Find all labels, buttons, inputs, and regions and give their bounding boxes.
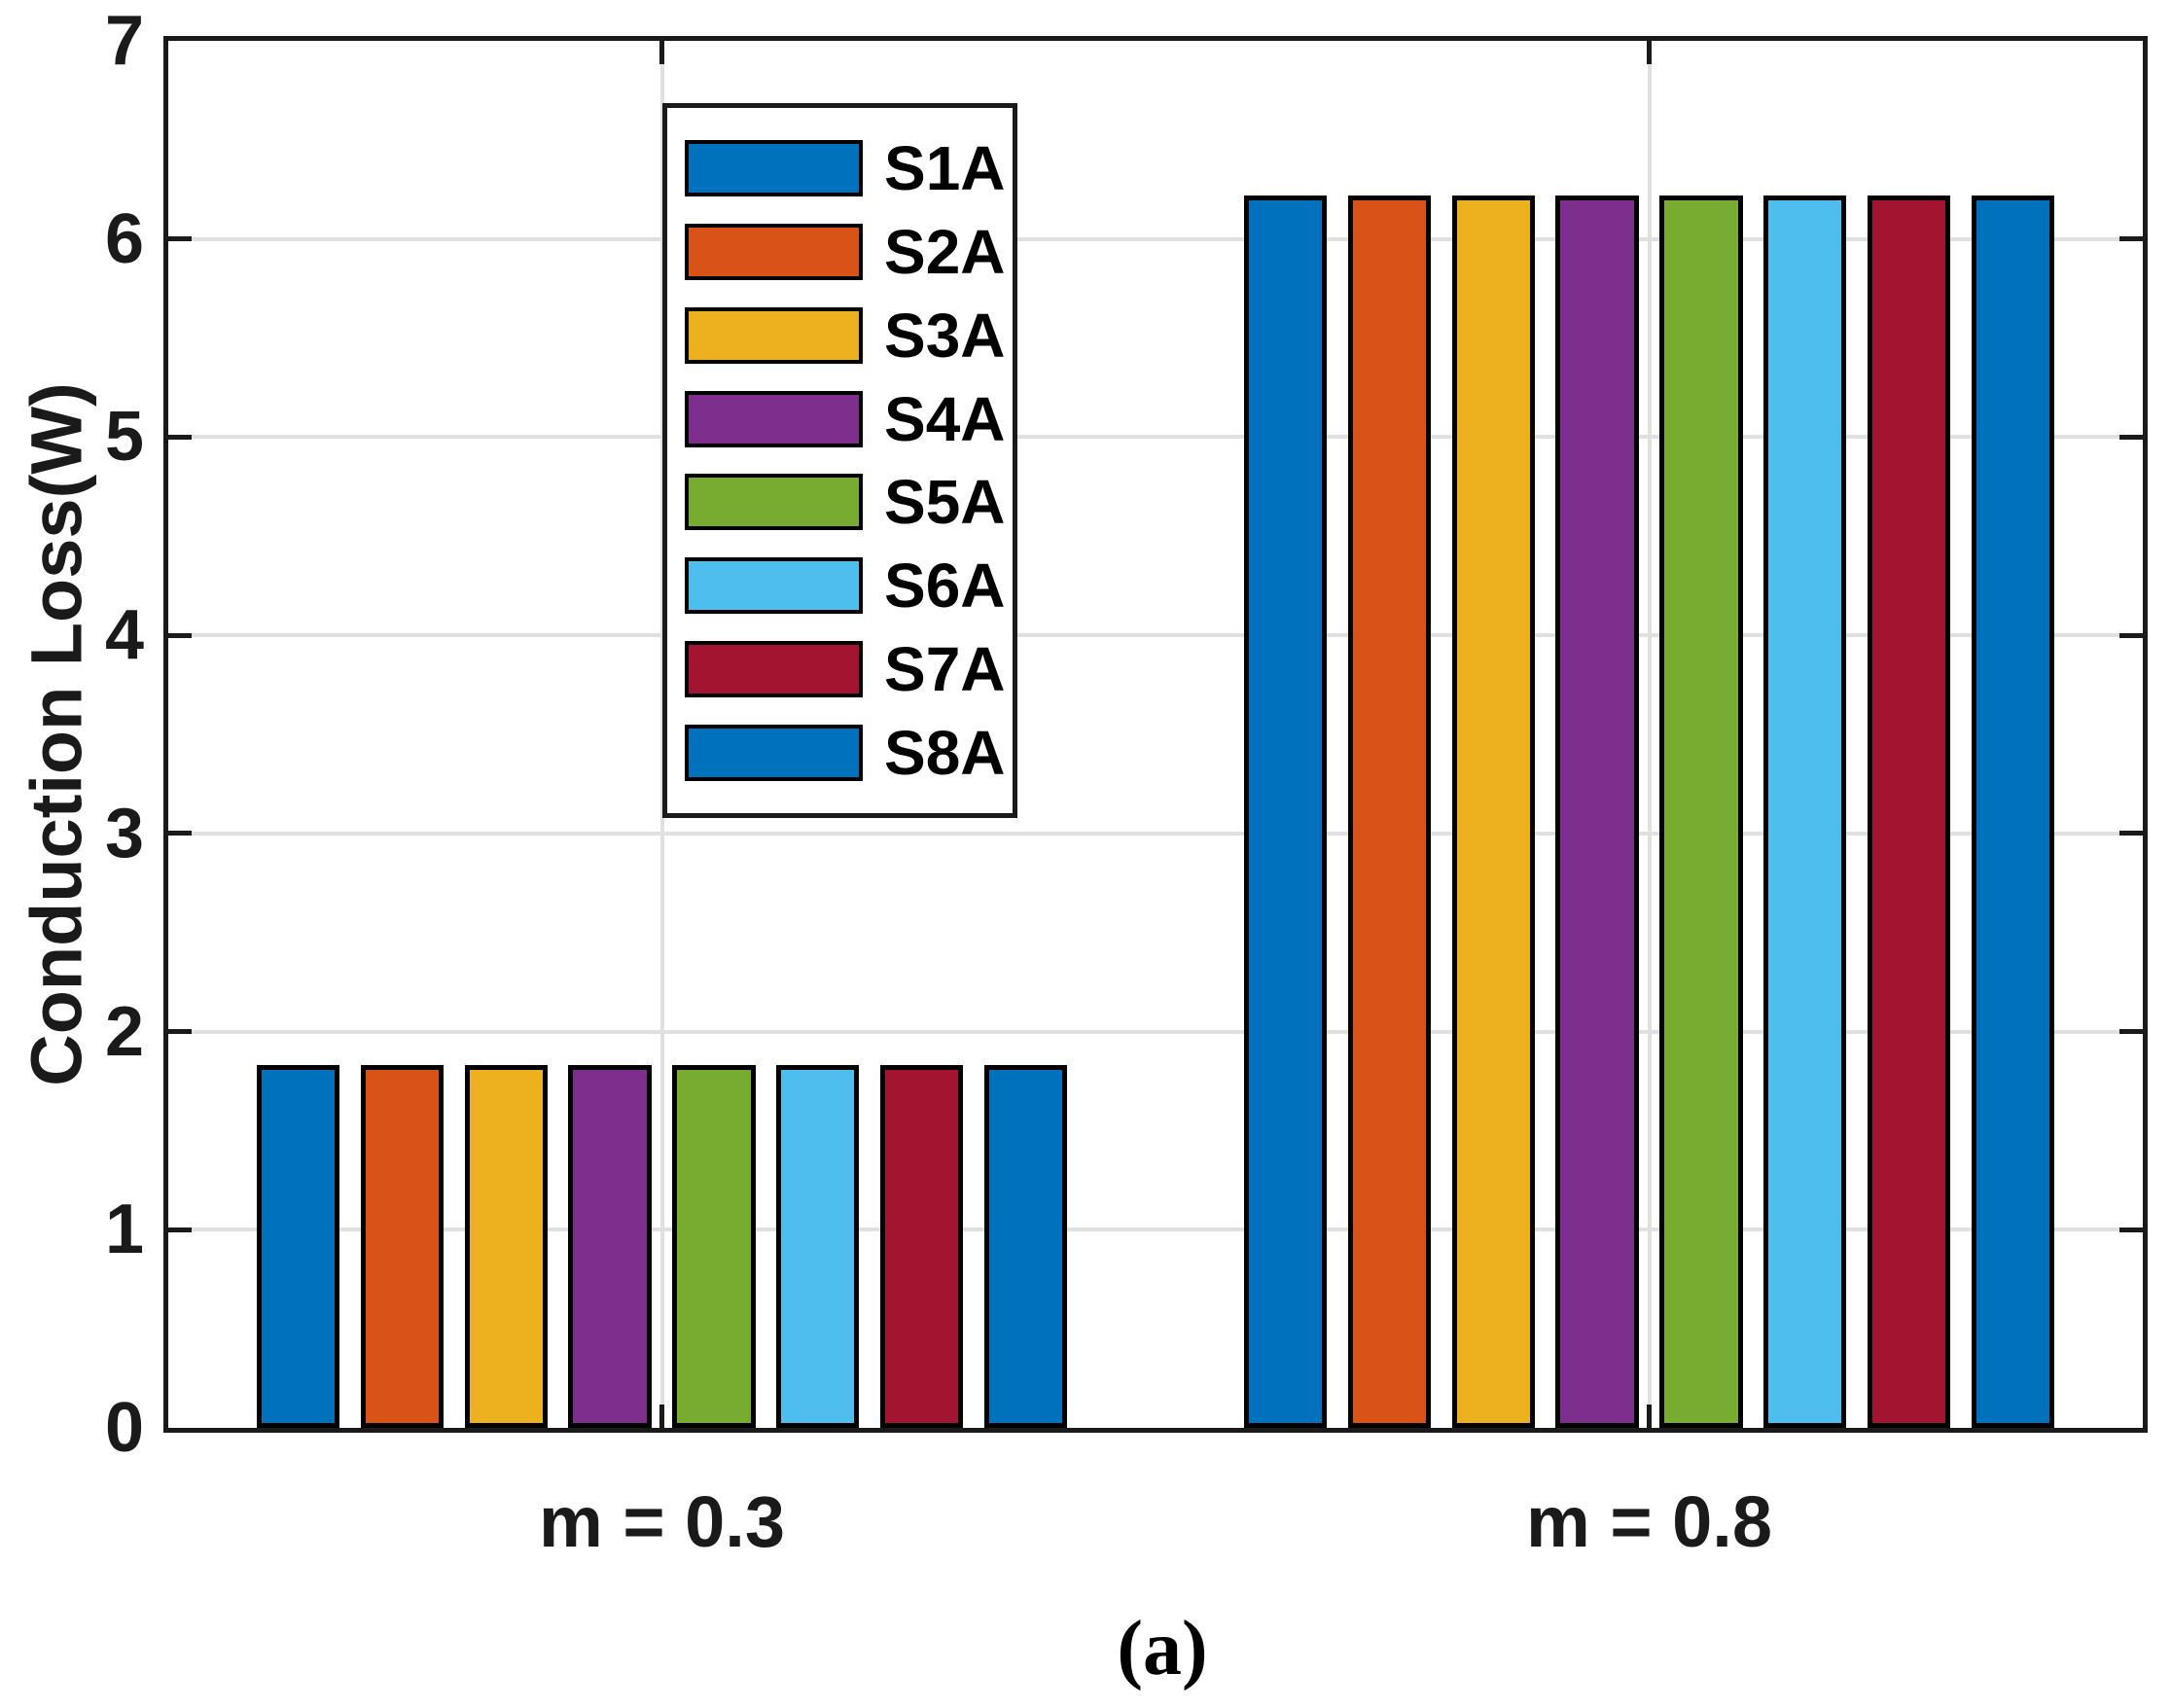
y-tick-label: 2 — [104, 992, 144, 1071]
y-tick-label: 7 — [104, 2, 144, 80]
legend: S1A S2A S3A S4A S5A S6A S7A S8A — [662, 103, 1017, 818]
legend-swatch-S6A — [685, 557, 863, 615]
h-gridline — [168, 831, 2143, 836]
legend-label: S7A — [884, 634, 1006, 705]
x-tick-label: m = 0.8 — [1525, 1481, 1773, 1562]
bar-S2A-group1 — [360, 1065, 445, 1428]
legend-swatch-S2A — [685, 223, 863, 280]
legend-item-S8A: S8A — [685, 722, 1013, 784]
x-tick-mark — [659, 1405, 664, 1428]
legend-label: S2A — [884, 216, 1006, 287]
x-tick-mark — [659, 41, 664, 64]
y-tick-label: 1 — [104, 1191, 144, 1269]
bar-S6A-group2 — [1763, 195, 1847, 1428]
legend-item-S6A: S6A — [685, 554, 1013, 617]
legend-item-S1A: S1A — [685, 137, 1013, 199]
y-tick-mark — [2119, 236, 2143, 242]
y-tick-mark — [168, 831, 192, 836]
x-tick-label: m = 0.3 — [538, 1481, 786, 1562]
bar-S7A-group2 — [1867, 195, 1951, 1428]
h-gridline — [168, 236, 2143, 241]
bar-S2A-group2 — [1347, 195, 1432, 1428]
legend-label: S6A — [884, 551, 1006, 622]
plot-area — [163, 36, 2148, 1433]
bar-S8A-group1 — [983, 1065, 1068, 1428]
y-tick-mark — [2119, 1227, 2143, 1232]
y-tick-label: 5 — [104, 398, 144, 477]
figure-caption: (a) — [1117, 1606, 1208, 1691]
legend-item-S5A: S5A — [685, 471, 1013, 533]
h-gridline — [168, 633, 2143, 638]
legend-label: S1A — [884, 132, 1006, 203]
y-tick-mark — [168, 236, 192, 242]
v-gridline — [1647, 41, 1652, 1428]
bar-S5A-group1 — [672, 1065, 756, 1428]
y-tick-mark — [2119, 632, 2143, 638]
y-tick-mark — [168, 1227, 192, 1232]
legend-swatch-S4A — [685, 390, 863, 447]
h-gridline — [168, 435, 2143, 440]
y-axis-label: Conduction Loss(W) — [16, 382, 97, 1086]
y-tick-mark — [2119, 1029, 2143, 1035]
legend-label: S3A — [884, 300, 1006, 371]
y-tick-mark — [2119, 831, 2143, 836]
y-tick-label: 0 — [104, 1389, 144, 1467]
bar-S3A-group1 — [464, 1065, 548, 1428]
y-tick-mark — [168, 632, 192, 638]
legend-item-S4A: S4A — [685, 388, 1013, 450]
h-gridline — [168, 1228, 2143, 1232]
x-tick-mark — [1647, 1405, 1652, 1428]
bar-S7A-group1 — [879, 1065, 964, 1428]
y-tick-label: 3 — [104, 794, 144, 872]
legend-swatch-S8A — [685, 725, 863, 781]
x-tick-mark — [1647, 41, 1652, 64]
h-gridline — [168, 1029, 2143, 1034]
legend-item-S3A: S3A — [685, 304, 1013, 367]
bar-S1A-group1 — [256, 1065, 340, 1428]
legend-label: S8A — [884, 718, 1006, 788]
legend-label: S4A — [884, 383, 1006, 454]
y-tick-mark — [168, 1029, 192, 1035]
legend-swatch-S1A — [685, 139, 863, 196]
v-gridline — [659, 41, 664, 1428]
y-tick-label: 6 — [104, 199, 144, 278]
bar-S8A-group2 — [1971, 195, 2055, 1428]
y-tick-label: 4 — [104, 596, 144, 675]
legend-swatch-S7A — [685, 641, 863, 698]
legend-item-S2A: S2A — [685, 221, 1013, 283]
bar-S4A-group2 — [1555, 195, 1639, 1428]
legend-swatch-S3A — [685, 306, 863, 364]
legend-label: S5A — [884, 467, 1006, 538]
bar-S5A-group2 — [1659, 195, 1743, 1428]
bar-S1A-group2 — [1243, 195, 1328, 1428]
y-tick-mark — [168, 434, 192, 440]
bar-S4A-group1 — [568, 1065, 652, 1428]
legend-swatch-S5A — [685, 474, 863, 531]
bar-S3A-group2 — [1451, 195, 1535, 1428]
bar-S6A-group1 — [776, 1065, 860, 1428]
y-tick-mark — [2119, 434, 2143, 440]
legend-item-S7A: S7A — [685, 638, 1013, 700]
